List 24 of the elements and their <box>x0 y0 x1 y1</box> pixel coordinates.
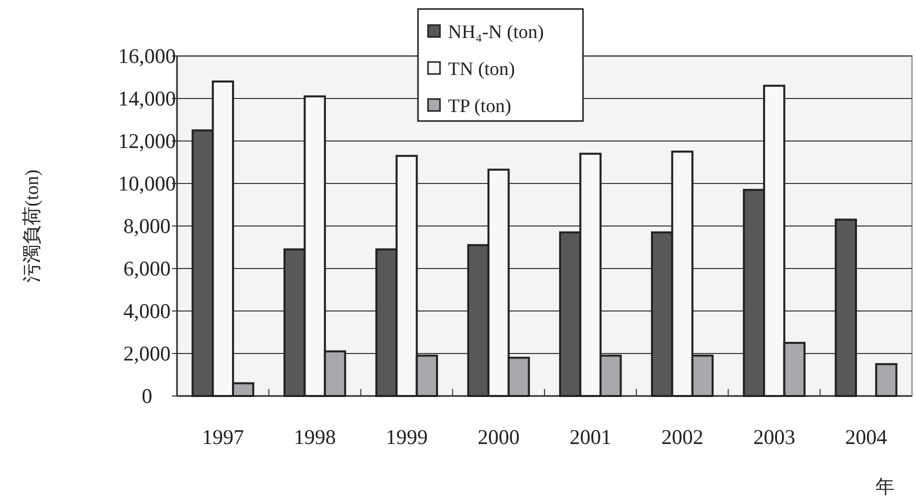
legend-label: TN (ton) <box>448 59 516 80</box>
y-tick-label: 8,000 <box>123 214 171 238</box>
x-tick-label: 2003 <box>753 425 796 449</box>
x-tick-label: 1997 <box>202 425 244 449</box>
bar <box>834 218 857 397</box>
x-tick-label: 1999 <box>386 425 428 449</box>
x-tick-label: 1998 <box>294 425 336 449</box>
x-axis-title: 年 <box>876 477 894 498</box>
y-tick-label: 12,000 <box>118 129 176 153</box>
y-axis-title: 污濁負荷(ton) <box>22 170 43 282</box>
x-tick-label: 2004 <box>845 425 888 449</box>
y-tick-label: 4,000 <box>123 299 171 323</box>
legend-label: TP (ton) <box>448 96 512 117</box>
y-tick-label: 2,000 <box>123 342 171 366</box>
y-tick-label: 6,000 <box>123 256 171 280</box>
y-tick-label: 10,000 <box>118 172 176 196</box>
x-tick-label: 2001 <box>569 425 612 449</box>
legend-label: NH₄-N (ton) <box>448 22 544 43</box>
x-tick-label: 2000 <box>478 425 520 449</box>
y-tick-label: 14,000 <box>118 86 176 110</box>
bar <box>875 363 898 397</box>
x-tick-label: 2002 <box>661 425 704 449</box>
y-tick-label: 0 <box>142 384 152 408</box>
y-tick-label: 16,000 <box>118 44 176 68</box>
